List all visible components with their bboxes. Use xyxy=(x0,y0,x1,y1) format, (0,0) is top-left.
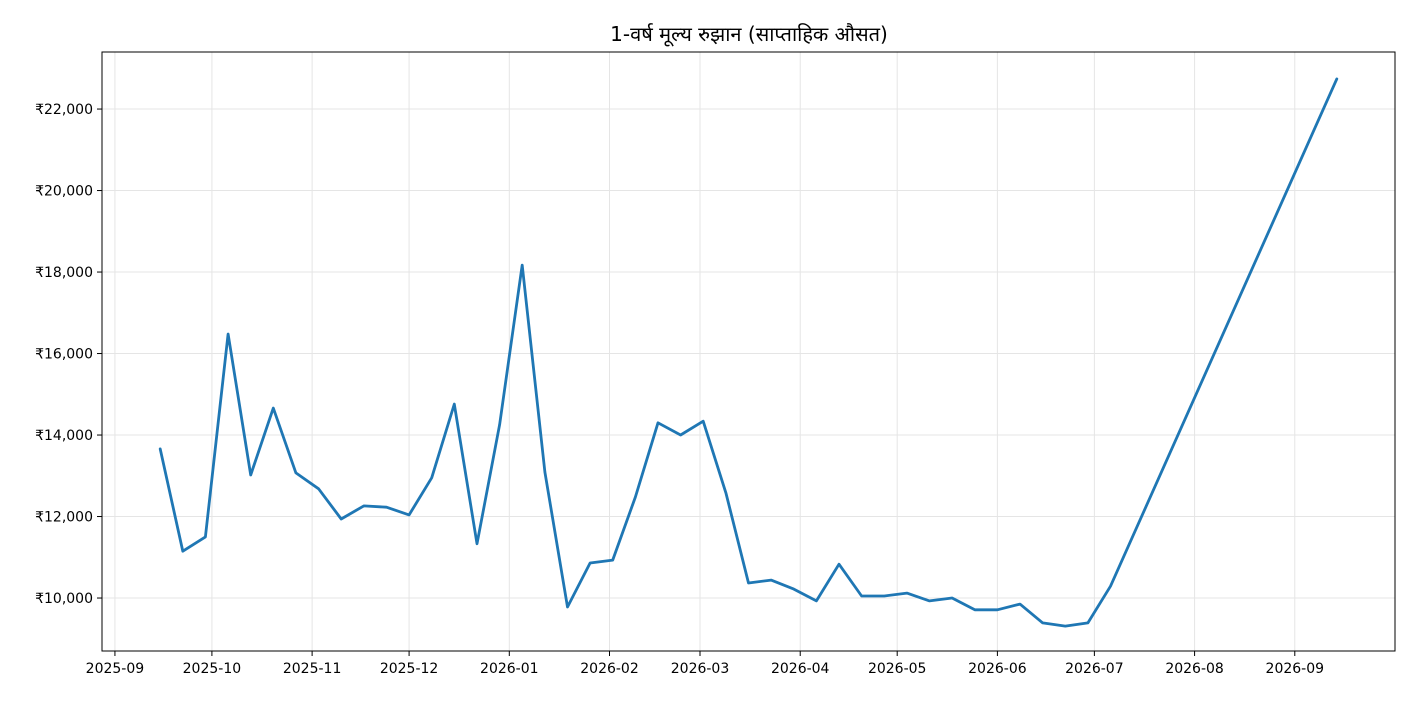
y-tick-label: ₹10,000 xyxy=(35,591,93,607)
x-tick-label: 2025-09 xyxy=(86,661,145,677)
x-tick-label: 2025-12 xyxy=(380,661,439,677)
plot-frame xyxy=(102,52,1395,651)
x-tick-label: 2026-05 xyxy=(868,661,927,677)
y-axis: ₹10,000 ₹12,000 ₹14,000 ₹16,000 ₹18,000 ₹20,0… xyxy=(35,102,102,607)
series-line xyxy=(160,79,1337,626)
x-tick-label: 2026-01 xyxy=(480,661,539,677)
chart-title: 1-वर्ष मूल्य रुझान (साप्ताहिक औसत) xyxy=(610,22,888,47)
x-tick-label: 2026-08 xyxy=(1165,661,1224,677)
data-points xyxy=(160,79,1337,626)
y-tick-label: ₹22,000 xyxy=(35,102,93,118)
x-tick-label: 2026-04 xyxy=(771,661,830,677)
x-axis: 2025-09 2025-10 2025-11 2025-12 2026-01 2026-… xyxy=(86,651,1324,677)
y-tick-label: ₹20,000 xyxy=(35,184,93,200)
x-tick-label: 2025-10 xyxy=(183,661,242,677)
x-tick-label: 2026-06 xyxy=(968,661,1027,677)
y-tick-label: ₹12,000 xyxy=(35,510,93,526)
x-tick-label: 2026-03 xyxy=(671,661,730,677)
x-tick-label: 2026-02 xyxy=(580,661,639,677)
x-tick-label: 2026-07 xyxy=(1065,661,1124,677)
y-tick-label: ₹16,000 xyxy=(35,347,93,363)
grid xyxy=(102,52,1395,651)
y-tick-label: ₹18,000 xyxy=(35,265,93,281)
x-tick-label: 2025-11 xyxy=(283,661,342,677)
x-tick-label: 2026-09 xyxy=(1266,661,1325,677)
y-tick-label: ₹14,000 xyxy=(35,428,93,444)
